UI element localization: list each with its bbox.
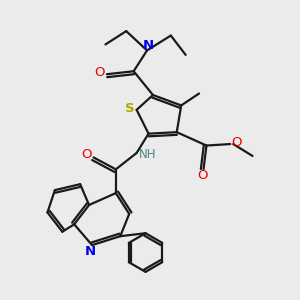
Text: O: O	[94, 66, 105, 79]
Text: O: O	[81, 148, 91, 161]
Text: NH: NH	[139, 148, 157, 161]
Text: S: S	[125, 102, 135, 115]
Text: N: N	[143, 39, 154, 52]
Text: N: N	[85, 245, 96, 258]
Text: O: O	[197, 169, 207, 182]
Text: O: O	[232, 136, 242, 149]
